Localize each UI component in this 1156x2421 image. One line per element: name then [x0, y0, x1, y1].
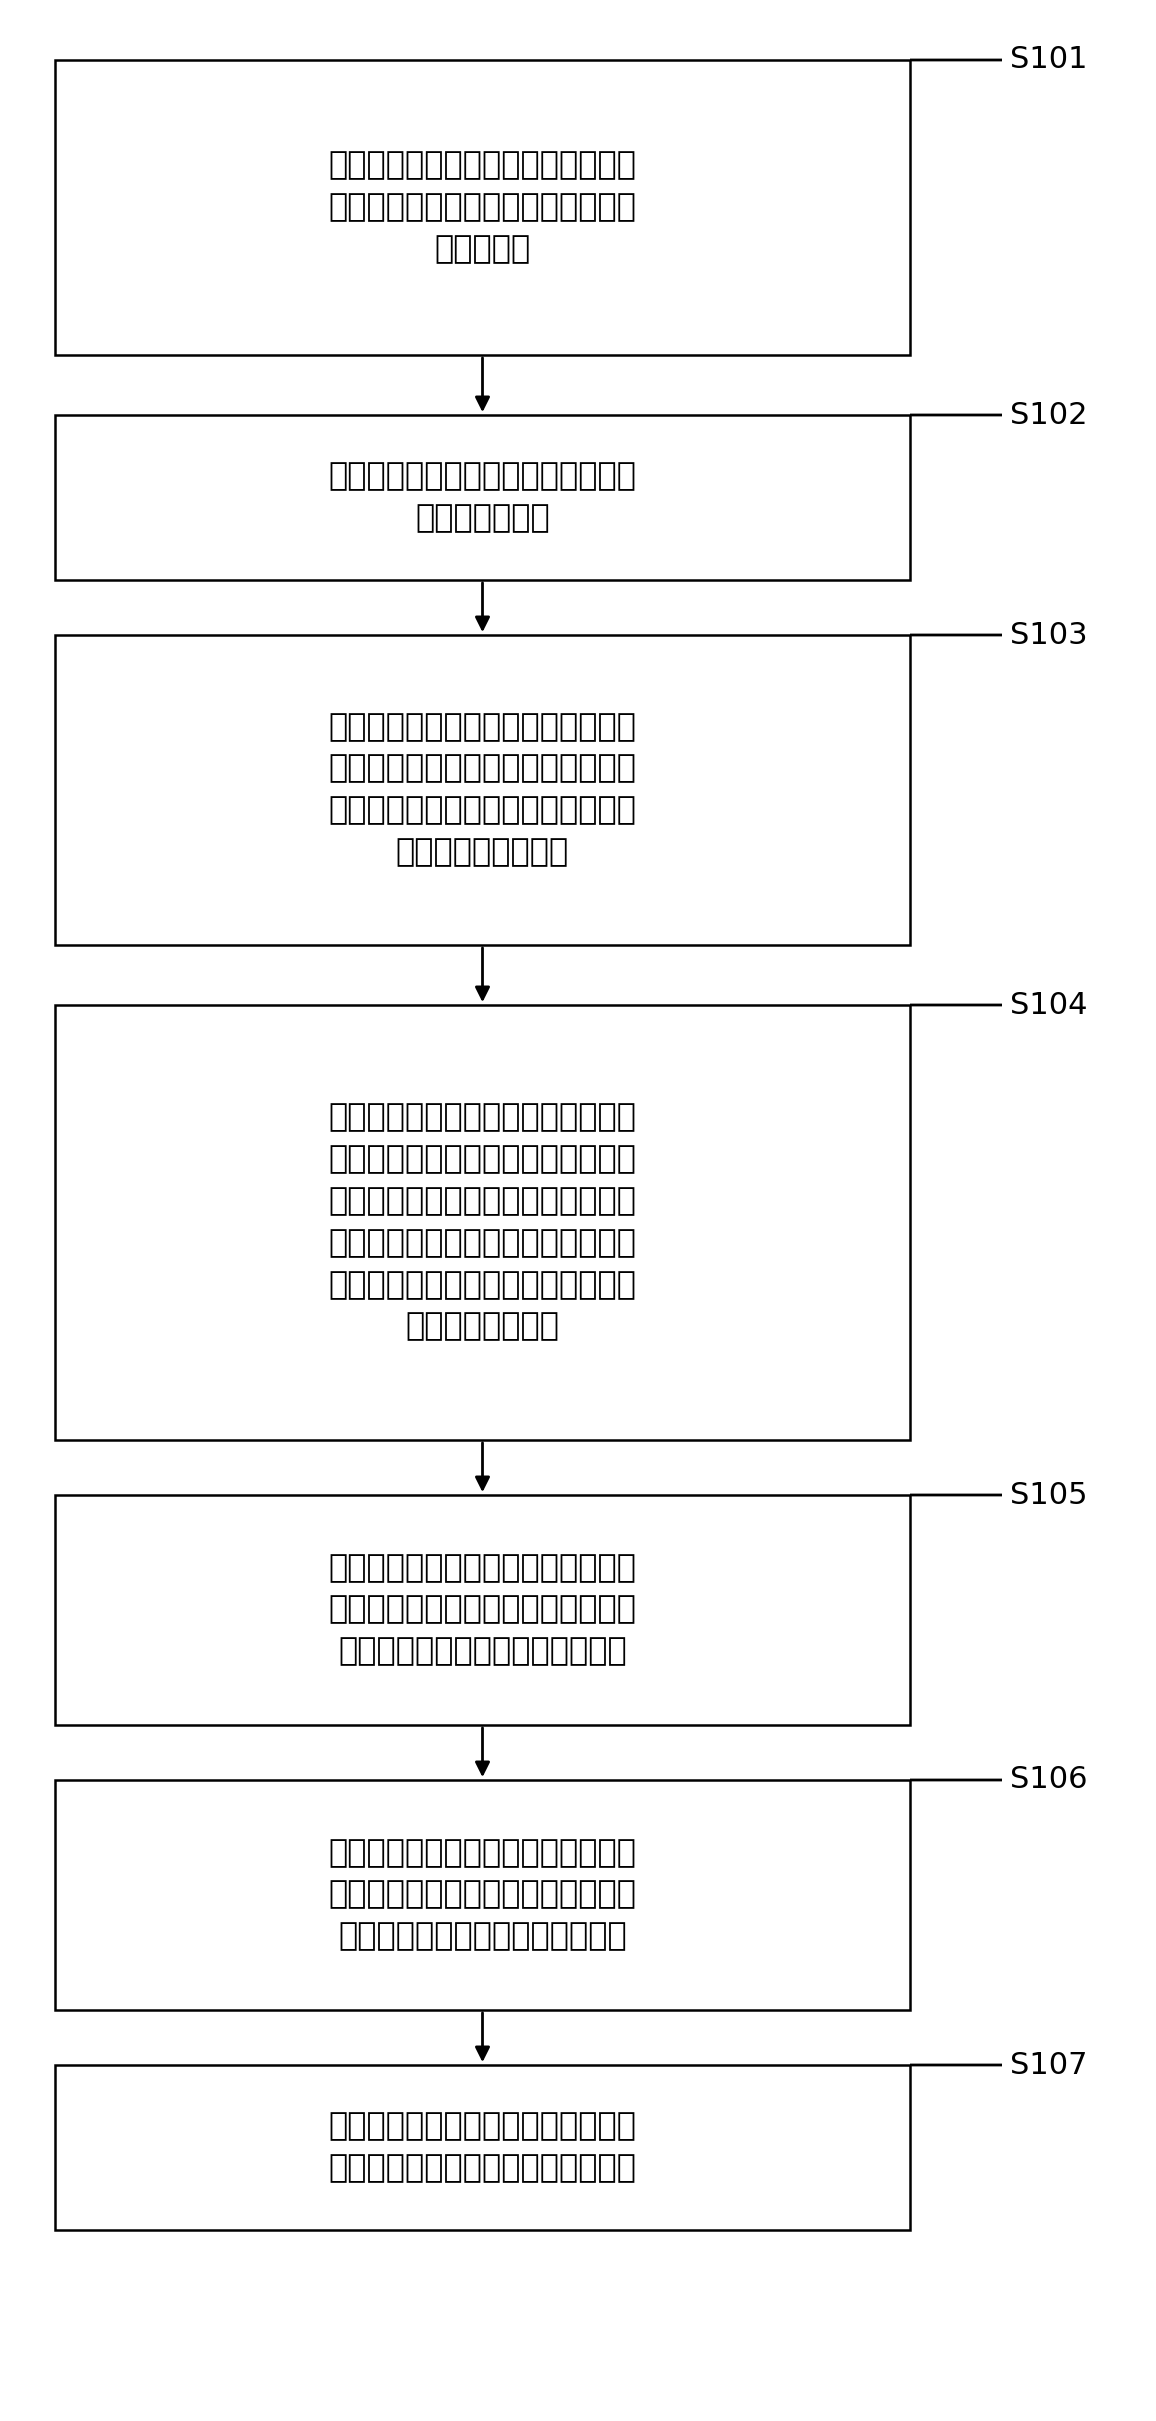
Bar	[55, 1779, 910, 2009]
Text: 计算户型图的内墙长度，并根据内墙
长度和墙体高度生成墙体平面施工图: 计算户型图的内墙长度，并根据内墙 长度和墙体高度生成墙体平面施工图	[328, 2111, 637, 2184]
Bar	[55, 2065, 910, 2230]
Text: 根据墙体中线连接关系和第一墙体的
表面线段调整连接处的冗余线段，得
到与户型设计数据匹配的户型图，墙
体连接处为第一墙体与第二墙体相交
的表面线段，第二墙体为与: 根据墙体中线连接关系和第一墙体的 表面线段调整连接处的冗余线段，得 到与户型设计…	[328, 1102, 637, 1344]
Text: S102: S102	[1010, 399, 1088, 429]
Bar	[55, 61, 910, 356]
Bar	[55, 1005, 910, 1440]
Text: 获取墙体中线的两个端点的坐标；根
据两个端点的坐标，在户型图中添加
墙体中线所表示的墙体的尺寸信息: 获取墙体中线的两个端点的坐标；根 据两个端点的坐标，在户型图中添加 墙体中线所表…	[328, 1552, 637, 1668]
Bar	[55, 414, 910, 581]
Text: 根据户型设计数据确定墙体信息、墙
体信息包括墙体厚度、墙体中线的两
个端点坐标: 根据户型设计数据确定墙体信息、墙 体信息包括墙体厚度、墙体中线的两 个端点坐标	[328, 150, 637, 264]
Text: S104: S104	[1010, 990, 1088, 1019]
Text: S107: S107	[1010, 2051, 1088, 2080]
Bar	[55, 1496, 910, 1726]
Text: S103: S103	[1010, 620, 1088, 649]
Text: 获取户型设计数据中门和窗户的位置
信息；根据门和窗户的位置信息，在
户型图中的对应位置添加门和窗户: 获取户型设计数据中门和窗户的位置 信息；根据门和窗户的位置信息，在 户型图中的对…	[328, 1838, 637, 1951]
Text: S101: S101	[1010, 46, 1088, 75]
Text: S105: S105	[1010, 1482, 1088, 1511]
Text: 根据墙体中线的两个端点坐标确定墙
体中线连接关系: 根据墙体中线的两个端点坐标确定墙 体中线连接关系	[328, 460, 637, 535]
Bar	[55, 634, 910, 944]
Text: 根据墙体厚度对第一墙体中线进行缩
放，得到第一墙体的表面线段，第一
墙体中线为所述户型设计数据中包含
的任意一个墙体中线: 根据墙体厚度对第一墙体中线进行缩 放，得到第一墙体的表面线段，第一 墙体中线为所…	[328, 712, 637, 869]
Text: S106: S106	[1010, 1765, 1088, 1794]
